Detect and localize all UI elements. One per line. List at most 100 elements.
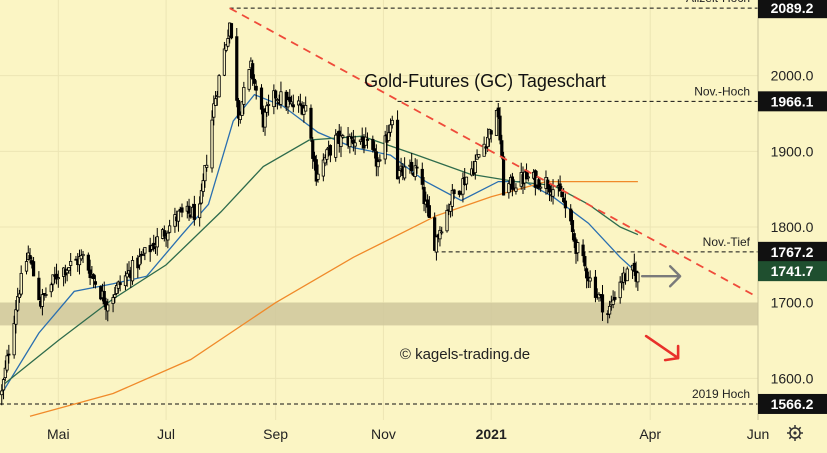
candle-body bbox=[450, 189, 454, 207]
y-tick-label: 1700.0 bbox=[771, 295, 814, 311]
candle-body bbox=[65, 269, 69, 274]
price-label-text: 2089.2 bbox=[771, 0, 814, 16]
candle-body bbox=[279, 91, 283, 105]
candle-body bbox=[67, 267, 71, 272]
candle-body bbox=[37, 277, 41, 301]
x-axis: Mai Jul Sep Nov 2021 Apr Jun bbox=[47, 426, 769, 442]
candle-body bbox=[199, 190, 204, 204]
x-tick-label: Jul bbox=[157, 426, 175, 442]
candle-body bbox=[130, 260, 135, 282]
settings-gear-icon[interactable] bbox=[787, 425, 803, 441]
candle-body bbox=[88, 269, 92, 279]
candle-body bbox=[263, 111, 267, 128]
candle-body bbox=[378, 159, 382, 162]
candle-body bbox=[618, 281, 622, 299]
candle-body bbox=[526, 176, 530, 179]
candle-body bbox=[537, 179, 541, 189]
candle-body bbox=[304, 104, 308, 112]
candle-body bbox=[31, 261, 36, 277]
candle-body bbox=[625, 268, 629, 282]
candle-body bbox=[168, 225, 172, 233]
candle-body bbox=[28, 254, 32, 260]
candle-body bbox=[539, 186, 543, 189]
candle-body bbox=[415, 166, 419, 169]
candle-body bbox=[106, 304, 110, 312]
candle-body bbox=[482, 143, 486, 157]
candle-body bbox=[636, 272, 640, 283]
candle-body bbox=[339, 135, 343, 147]
candle-body bbox=[477, 154, 481, 158]
candle-body bbox=[410, 161, 414, 172]
price-label-text: 1767.2 bbox=[771, 244, 814, 260]
candle-body bbox=[371, 138, 375, 150]
candle-body bbox=[137, 256, 142, 266]
y-axis: 1600.0 1700.0 1800.0 1900.0 2000.0 bbox=[771, 68, 814, 387]
candle-body bbox=[433, 217, 437, 251]
price-label-text: 1566.2 bbox=[771, 396, 814, 412]
candle-body bbox=[514, 187, 518, 192]
candle-body bbox=[162, 230, 166, 237]
annotations bbox=[640, 265, 682, 362]
candle-body bbox=[113, 294, 117, 298]
reference-levels: Allzeit-Hoch Nov.-Hoch Nov.-Tief 2019 Hoch bbox=[0, 0, 758, 405]
candle-body bbox=[593, 276, 598, 298]
candle-body bbox=[309, 107, 313, 139]
candle-body bbox=[272, 90, 276, 108]
y-tick-label: 1800.0 bbox=[771, 219, 814, 235]
candle-body bbox=[275, 99, 280, 102]
candle-body bbox=[358, 139, 363, 142]
candle-body bbox=[92, 274, 96, 280]
support-zone bbox=[0, 302, 758, 326]
candle-body bbox=[79, 254, 83, 260]
candle-body bbox=[0, 390, 4, 396]
down-arrow-icon bbox=[644, 334, 680, 362]
candle-body bbox=[3, 367, 7, 379]
x-tick-label: 2021 bbox=[476, 426, 507, 442]
candle-body bbox=[547, 185, 552, 193]
chart-title: Gold-Futures (GC) Tageschart bbox=[364, 71, 606, 91]
candles bbox=[0, 22, 640, 406]
candle-body bbox=[325, 149, 329, 160]
candle-body bbox=[54, 273, 59, 280]
current-price-box bbox=[758, 261, 827, 282]
watermark: © kagels-trading.de bbox=[400, 346, 530, 363]
x-tick-label: Sep bbox=[263, 426, 288, 442]
candle-body bbox=[486, 136, 490, 148]
candle-body bbox=[222, 48, 226, 76]
candle-body bbox=[341, 135, 345, 138]
candle-body bbox=[86, 254, 90, 271]
candle-body bbox=[563, 200, 568, 209]
candle-body bbox=[77, 256, 82, 266]
candle-body bbox=[328, 145, 333, 156]
candle-body bbox=[252, 78, 257, 84]
candle-body bbox=[397, 170, 401, 178]
candle-body bbox=[489, 130, 493, 135]
candle-body bbox=[19, 272, 23, 295]
candle-body bbox=[311, 140, 315, 159]
candle-body bbox=[236, 100, 241, 119]
candle-body bbox=[348, 136, 352, 148]
candle-body bbox=[510, 176, 515, 190]
reference-level-label: Nov.-Hoch bbox=[694, 84, 750, 98]
candle-body bbox=[217, 75, 221, 98]
candle-body bbox=[551, 189, 555, 197]
candle-body bbox=[461, 178, 465, 195]
candle-body bbox=[585, 268, 589, 279]
candle-body bbox=[266, 103, 271, 106]
candle-body bbox=[259, 87, 264, 110]
candle-body bbox=[364, 136, 368, 146]
candle-body bbox=[210, 119, 214, 169]
moving-average-long bbox=[29, 180, 638, 417]
candle-body bbox=[254, 85, 258, 91]
candle-body bbox=[226, 38, 230, 47]
candle-body bbox=[422, 186, 426, 205]
candle-body bbox=[374, 151, 378, 167]
candle-body bbox=[445, 209, 449, 232]
candle-body bbox=[49, 284, 53, 293]
candle-body bbox=[286, 99, 290, 108]
candle-body bbox=[558, 183, 562, 192]
price-labels: 2089.2 1966.1 1767.2 1566.2 1741.7 bbox=[758, 0, 827, 414]
candle-body bbox=[166, 232, 170, 241]
candle-body bbox=[376, 161, 380, 168]
